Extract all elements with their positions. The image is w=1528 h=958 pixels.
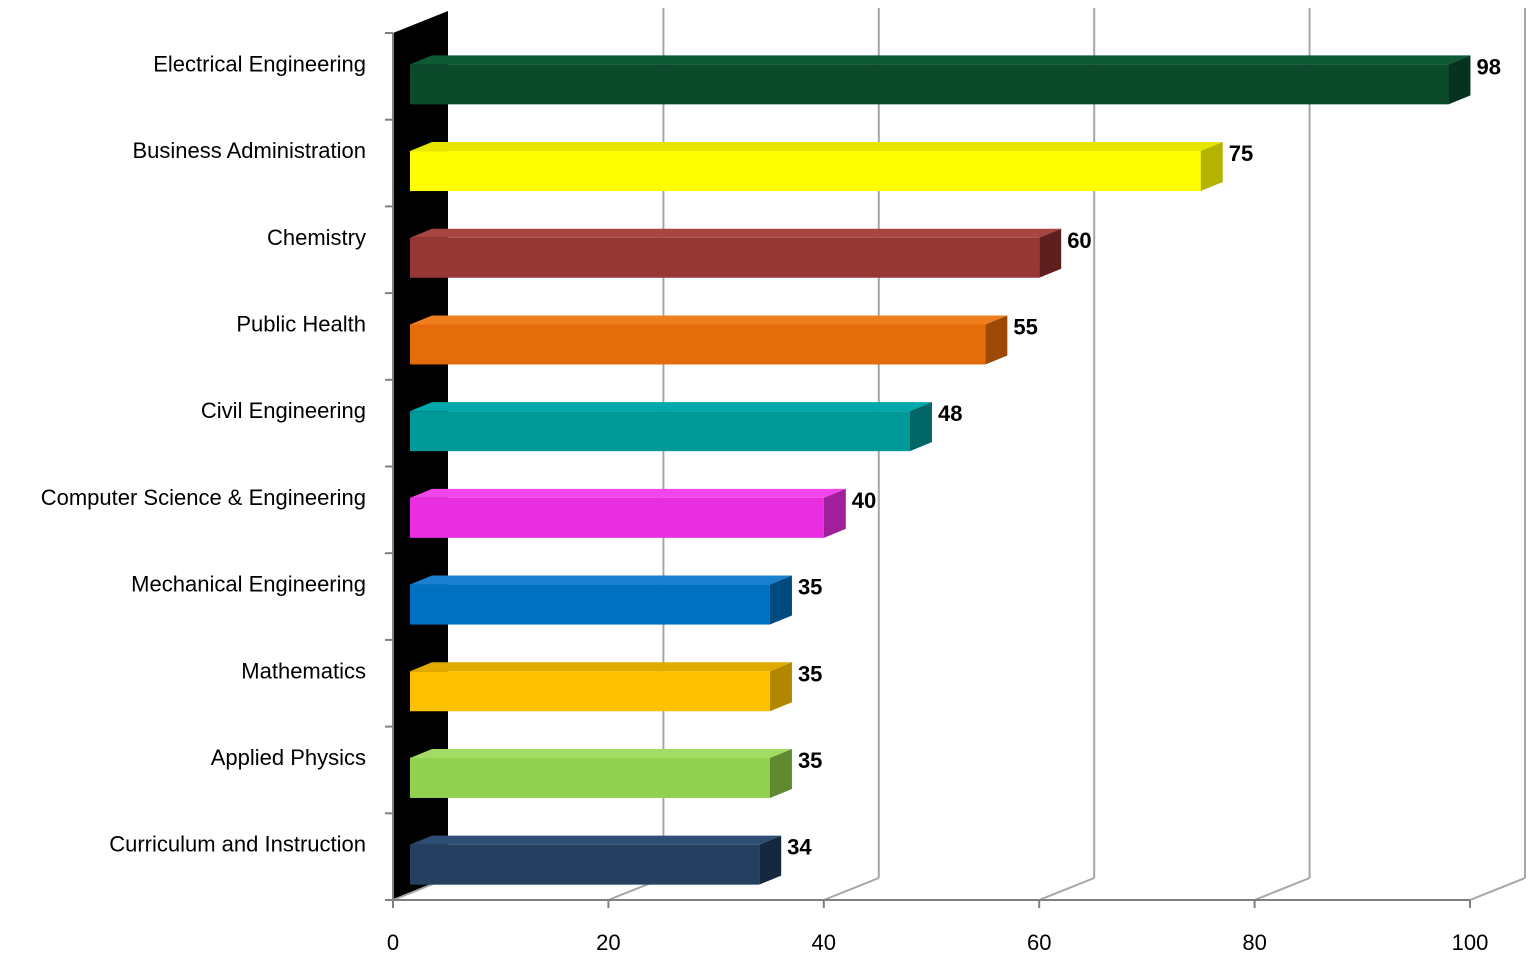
bar-top: [410, 402, 932, 412]
bar-top: [410, 835, 782, 845]
floor-gridline: [1469, 877, 1526, 901]
bar-top: [410, 142, 1223, 152]
bar-front: [410, 151, 1201, 192]
bar: [410, 315, 1008, 365]
bar-front: [410, 324, 986, 365]
bar-end: [769, 575, 792, 625]
bar-end: [1200, 142, 1223, 192]
category-labels: Electrical Engineering Business Administr…: [41, 51, 366, 856]
bar: [410, 228, 1062, 278]
bar-top: [410, 575, 792, 585]
bar-front: [410, 497, 824, 538]
bar-top: [410, 488, 846, 498]
bar: [410, 402, 932, 452]
bar-end: [823, 488, 846, 538]
bar-end: [985, 315, 1008, 365]
floor-gridline: [1038, 877, 1095, 901]
bar-top: [410, 662, 792, 672]
category-label: Mechanical Engineering: [131, 572, 366, 597]
bar-top: [410, 315, 1008, 325]
bar-front: [410, 584, 770, 625]
bar-end: [909, 402, 932, 452]
category-label: Curriculum and Instruction: [109, 832, 366, 857]
bar-end: [769, 662, 792, 712]
bars: [410, 55, 1471, 885]
bar-front: [410, 757, 770, 798]
category-label: Chemistry: [267, 225, 366, 250]
bar-top: [410, 748, 792, 758]
bar: [410, 55, 1471, 105]
bar: [410, 488, 846, 538]
bar-front: [410, 237, 1040, 278]
bar: [410, 835, 782, 885]
data-label: 60: [1067, 228, 1091, 253]
category-label: Public Health: [236, 311, 366, 336]
x-tick-label: 20: [596, 930, 620, 955]
bar: [410, 575, 792, 625]
floor-gridline: [823, 877, 880, 901]
bar-end: [759, 835, 782, 885]
floor-gridline: [1254, 877, 1310, 901]
bar-front: [410, 411, 910, 452]
axes: [385, 32, 1471, 908]
x-tick-label: 100: [1452, 930, 1489, 955]
category-label: Computer Science & Engineering: [41, 485, 366, 510]
data-label: 35: [798, 748, 822, 773]
category-label: Electrical Engineering: [153, 51, 366, 76]
data-label: 75: [1229, 141, 1253, 166]
category-label: Mathematics: [241, 658, 366, 683]
bar-end: [1039, 228, 1062, 278]
category-label: Applied Physics: [211, 745, 366, 770]
bar: [410, 748, 792, 798]
bar-end: [769, 748, 792, 798]
bar-end: [1448, 55, 1471, 105]
x-tick-label: 80: [1242, 930, 1266, 955]
data-label: 55: [1013, 314, 1037, 339]
data-labels: 98 75 60 55 48 40 35 35 35 34: [787, 54, 1501, 859]
bar-front: [410, 64, 1449, 105]
data-label: 34: [787, 835, 812, 860]
data-label: 98: [1476, 54, 1500, 79]
bar-top: [410, 55, 1471, 65]
x-tick-label: 40: [812, 930, 836, 955]
data-label: 48: [938, 401, 962, 426]
data-label: 40: [852, 488, 876, 513]
x-tick-label: 0: [387, 930, 399, 955]
bar: [410, 662, 792, 712]
category-label: Civil Engineering: [201, 398, 366, 423]
category-label: Business Administration: [132, 138, 366, 163]
bar: [410, 142, 1223, 192]
data-label: 35: [798, 661, 822, 686]
data-label: 35: [798, 575, 822, 600]
tick-labels: 0 20 40 60 80 100: [387, 930, 1488, 955]
bar-front: [410, 844, 760, 885]
bar-top: [410, 228, 1062, 238]
x-tick-label: 60: [1027, 930, 1051, 955]
bar-front: [410, 671, 770, 712]
